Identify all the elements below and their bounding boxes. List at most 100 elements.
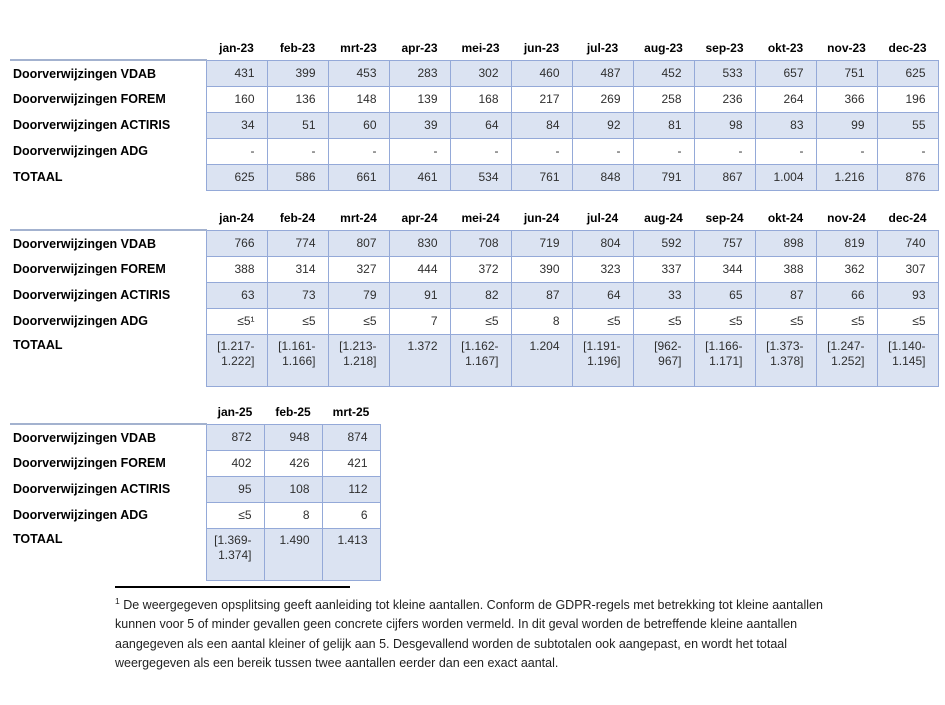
data-cell: 99 [815,111,878,139]
column-header-dec-23: dec-23 [877,36,938,60]
table-row: Doorverwijzingen VDAB 872 948 874 [10,423,381,451]
data-cell: - [815,137,878,165]
data-cell: - [266,137,329,165]
data-cell: 108 [263,475,323,503]
data-cell: 6 [321,501,381,529]
doorverwijzingen-2024-grid: jan-24 feb-24 mrt-24 apr-24 mei-24 jun-24 jul-… [10,206,939,387]
data-cell: 399 [266,59,329,87]
data-cell: 791 [632,163,695,191]
data-cell: 314 [266,255,329,283]
data-cell: 55 [876,111,939,139]
data-cell: 719 [510,229,573,257]
data-cell: - [388,137,451,165]
data-cell: 98 [693,111,756,139]
data-cell: 534 [449,163,512,191]
data-cell: 112 [321,475,381,503]
column-header-jun-23: jun-23 [511,36,572,60]
footnote: 1 De weergegeven opsplitsing geeft aanle… [115,586,827,674]
column-header-aug-23: aug-23 [633,36,694,60]
data-cell: ≤5 [449,307,512,335]
row-label: Doorverwijzingen ADG [10,138,206,164]
data-cell: 236 [693,85,756,113]
data-cell: 302 [449,59,512,87]
data-cell: 87 [754,281,817,309]
data-cell: 592 [632,229,695,257]
data-cell: ≤5 [266,307,329,335]
data-cell: - [754,137,817,165]
column-header-jan-25: jan-25 [206,400,264,424]
column-header-mrt-24: mrt-24 [328,206,389,230]
row-label: Doorverwijzingen ACTIRIS [10,112,206,138]
data-cell: 60 [327,111,390,139]
column-header-jul-23: jul-23 [572,36,633,60]
data-cell: 388 [754,255,817,283]
data-cell: [1.140- 1.145] [876,333,939,387]
row-label: Doorverwijzingen FOREM [10,256,206,282]
data-cell: 461 [388,163,451,191]
footnote-body: De weergegeven opsplitsing geeft aanleid… [115,598,823,671]
data-cell: ≤5 [815,307,878,335]
data-cell: 708 [449,229,512,257]
data-cell: 258 [632,85,695,113]
data-cell: - [876,137,939,165]
data-cell: ≤5 [693,307,756,335]
column-header-jun-24: jun-24 [511,206,572,230]
data-cell: 65 [693,281,756,309]
data-cell: 73 [266,281,329,309]
column-header-apr-23: apr-23 [389,36,450,60]
data-cell: 948 [263,423,323,451]
data-cell: 426 [263,449,323,477]
data-cell: [1.217- 1.222] [205,333,268,387]
data-cell: [1.191- 1.196] [571,333,634,387]
table-row: TOTAAL [1.369- 1.374] 1.490 1.413 [10,527,381,581]
data-cell: 7 [388,307,451,335]
data-cell: 1.004 [754,163,817,191]
data-cell: 876 [876,163,939,191]
table-row: Doorverwijzingen FOREM 402 426 421 [10,449,381,477]
table-referrals-2024: jan-24 feb-24 mrt-24 apr-24 mei-24 jun-24 jul-… [10,206,939,387]
data-cell: 533 [693,59,756,87]
table-row: Doorverwijzingen VDAB 766 774 807 830 708 719 8… [10,229,939,257]
data-cell: 740 [876,229,939,257]
column-header-sep-23: sep-23 [694,36,755,60]
data-cell: 452 [632,59,695,87]
data-cell: 625 [205,163,268,191]
row-label: TOTAAL [10,164,206,190]
data-cell: 337 [632,255,695,283]
table-row: Doorverwijzingen ADG ≤5 8 6 [10,501,381,529]
data-cell: 761 [510,163,573,191]
data-cell: 91 [388,281,451,309]
row-label: Doorverwijzingen ACTIRIS [10,282,206,308]
data-cell: 63 [205,281,268,309]
data-cell: 283 [388,59,451,87]
data-cell: 1.490 [263,527,323,581]
data-cell: 487 [571,59,634,87]
data-cell: 327 [327,255,390,283]
data-cell: 1.216 [815,163,878,191]
data-cell: 402 [205,449,265,477]
data-cell: 898 [754,229,817,257]
data-cell: 1.372 [388,333,451,387]
data-cell: [1.373- 1.378] [754,333,817,387]
data-cell: 848 [571,163,634,191]
column-header-nov-23: nov-23 [816,36,877,60]
data-cell: [1.247- 1.252] [815,333,878,387]
data-cell: 64 [571,281,634,309]
row-label: Doorverwijzingen FOREM [10,86,206,112]
column-header-feb-25: feb-25 [264,400,322,424]
column-header-aug-24: aug-24 [633,206,694,230]
row-label: TOTAAL [10,528,206,580]
data-cell: 366 [815,85,878,113]
table-row: Doorverwijzingen ADG ≤5¹ ≤5 ≤5 7 ≤5 8 ≤5 ≤5 ≤5 ≤5 ≤… [10,307,939,335]
data-cell: ≤5¹ [205,307,268,335]
data-cell: 64 [449,111,512,139]
data-cell: 8 [263,501,323,529]
row-label: Doorverwijzingen ADG [10,308,206,334]
data-cell: 444 [388,255,451,283]
data-cell: 148 [327,85,390,113]
data-cell: 453 [327,59,390,87]
data-cell: 323 [571,255,634,283]
data-cell: 751 [815,59,878,87]
row-label: TOTAAL [10,334,206,386]
row-label: Doorverwijzingen VDAB [10,229,206,256]
